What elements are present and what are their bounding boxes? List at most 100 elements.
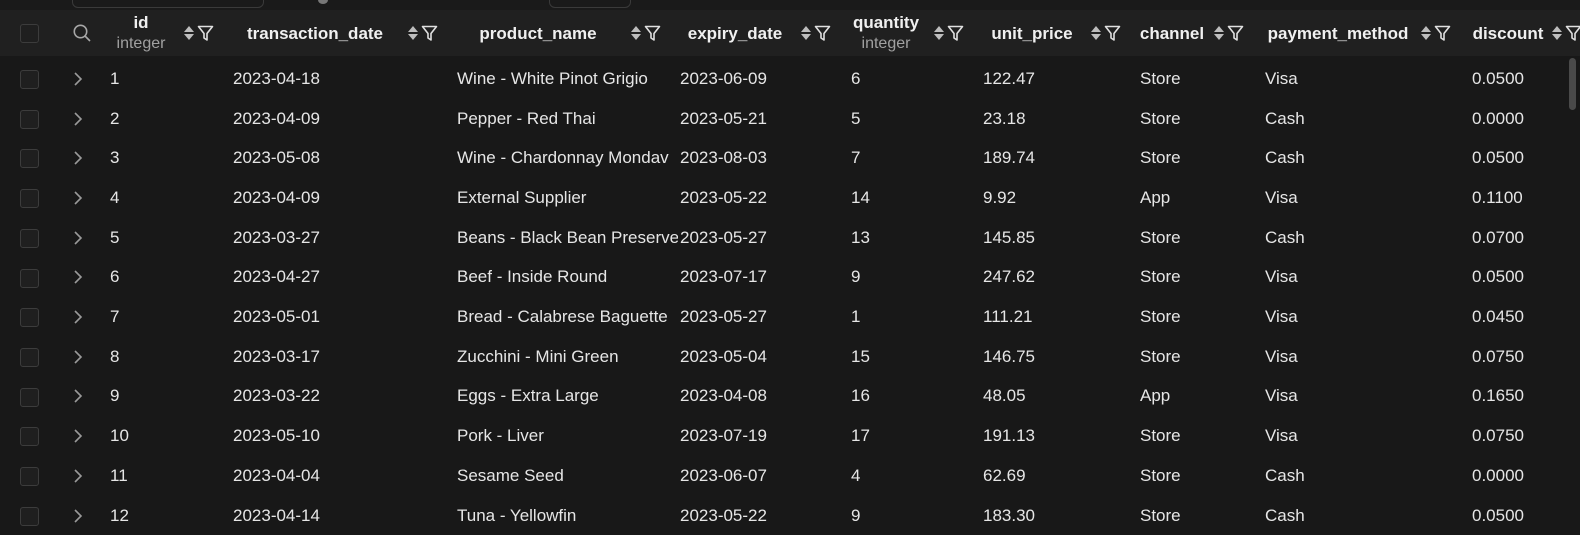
column-header-label: product_name <box>479 23 596 44</box>
chevron-right-icon[interactable] <box>73 389 83 403</box>
table-cell: 5 <box>110 218 231 258</box>
table-cell: Tuna - Yellowfin <box>457 496 678 535</box>
row-checkbox[interactable] <box>20 110 39 129</box>
table-cell: Store <box>1140 218 1263 258</box>
table-cell: Sesame Seed <box>457 456 678 496</box>
chevron-right-icon[interactable] <box>73 429 83 443</box>
row-checkbox[interactable] <box>20 308 39 327</box>
chevron-right-icon[interactable] <box>73 310 83 324</box>
table-cell: 145.85 <box>983 218 1138 258</box>
row-checkbox[interactable] <box>20 388 39 407</box>
row-expand-button[interactable] <box>73 297 87 337</box>
row-checkbox[interactable] <box>20 229 39 248</box>
table-cell: Store <box>1140 416 1263 456</box>
table-cell: 2023-06-09 <box>680 59 849 99</box>
table-cell: 2023-05-27 <box>680 218 849 258</box>
table-cell: 122.47 <box>983 59 1138 99</box>
row-checkbox[interactable] <box>20 189 39 208</box>
chevron-right-icon[interactable] <box>73 231 83 245</box>
row-expand-button[interactable] <box>73 377 87 417</box>
row-expand-button[interactable] <box>73 337 87 377</box>
table-cell: 2023-07-17 <box>680 258 849 298</box>
row-expand-button[interactable] <box>73 218 87 258</box>
column-header-1[interactable]: transaction_date <box>215 10 415 56</box>
table-cell: 2023-03-17 <box>233 337 455 377</box>
table-cell: 191.13 <box>983 416 1138 456</box>
chevron-right-icon[interactable] <box>73 151 83 165</box>
chevron-right-icon[interactable] <box>73 469 83 483</box>
table-cell: 16 <box>851 377 981 417</box>
select-all-checkbox[interactable] <box>20 24 39 43</box>
row-expand-button[interactable] <box>73 456 87 496</box>
chevron-right-icon[interactable] <box>73 350 83 364</box>
row-expand-button[interactable] <box>73 138 87 178</box>
column-header-2[interactable]: product_name <box>438 10 638 56</box>
table-cell: Store <box>1140 496 1263 535</box>
column-header-label: id <box>133 12 148 33</box>
table-cell: 10 <box>110 416 231 456</box>
sort-arrows-icon[interactable] <box>1551 24 1563 42</box>
chevron-right-icon[interactable] <box>73 270 83 284</box>
filter-icon[interactable] <box>197 25 214 42</box>
toolbar-control-secondary[interactable] <box>549 0 631 8</box>
table-cell: 2023-05-22 <box>680 178 849 218</box>
table-cell: 2023-05-21 <box>680 99 849 139</box>
chevron-right-icon[interactable] <box>73 72 83 86</box>
row-checkbox[interactable] <box>20 269 39 288</box>
table-cell: Wine - Chardonnay Mondav <box>457 138 678 178</box>
row-expand-button[interactable] <box>73 59 87 99</box>
table-cell: 15 <box>851 337 981 377</box>
table-cell: 14 <box>851 178 981 218</box>
table-cell: 111.21 <box>983 297 1138 337</box>
filter-icon[interactable] <box>421 25 438 42</box>
row-checkbox[interactable] <box>20 467 39 486</box>
row-expand-button[interactable] <box>73 496 87 535</box>
row-checkbox[interactable] <box>20 507 39 526</box>
table-cell: 9.92 <box>983 178 1138 218</box>
toolbar-control[interactable] <box>72 0 264 8</box>
row-expand-button[interactable] <box>73 178 87 218</box>
row-checkbox[interactable] <box>20 149 39 168</box>
row-checkbox[interactable] <box>20 70 39 89</box>
sort-arrows-icon[interactable] <box>183 24 195 42</box>
row-checkbox[interactable] <box>20 348 39 367</box>
table-cell: 17 <box>851 416 981 456</box>
table-cell: 0.0500 <box>1472 258 1572 298</box>
table-cell: 2023-05-27 <box>680 297 849 337</box>
row-checkbox[interactable] <box>20 427 39 446</box>
table-cell: Visa <box>1265 297 1470 337</box>
table-cell: 2023-04-14 <box>233 496 455 535</box>
table-cell: Visa <box>1265 377 1470 417</box>
sort-arrows-icon[interactable] <box>1213 24 1225 42</box>
chevron-right-icon[interactable] <box>73 509 83 523</box>
chevron-right-icon[interactable] <box>73 112 83 126</box>
table-cell: 0.0500 <box>1472 138 1572 178</box>
row-expand-button[interactable] <box>73 416 87 456</box>
table-cell: Cash <box>1265 456 1470 496</box>
table-cell: 12 <box>110 496 231 535</box>
toolbar-strip <box>0 0 1580 10</box>
table-cell: 2023-05-04 <box>680 337 849 377</box>
vertical-scrollbar[interactable] <box>1569 58 1576 110</box>
filter-icon[interactable] <box>1565 25 1580 42</box>
row-expand-button[interactable] <box>73 258 87 298</box>
table-cell: 0.1650 <box>1472 377 1572 417</box>
table-cell: 1 <box>110 59 231 99</box>
chevron-right-icon[interactable] <box>73 191 83 205</box>
table-cell: 2023-03-27 <box>233 218 455 258</box>
row-expand-button[interactable] <box>73 99 87 139</box>
sort-arrows-icon[interactable] <box>407 24 419 42</box>
